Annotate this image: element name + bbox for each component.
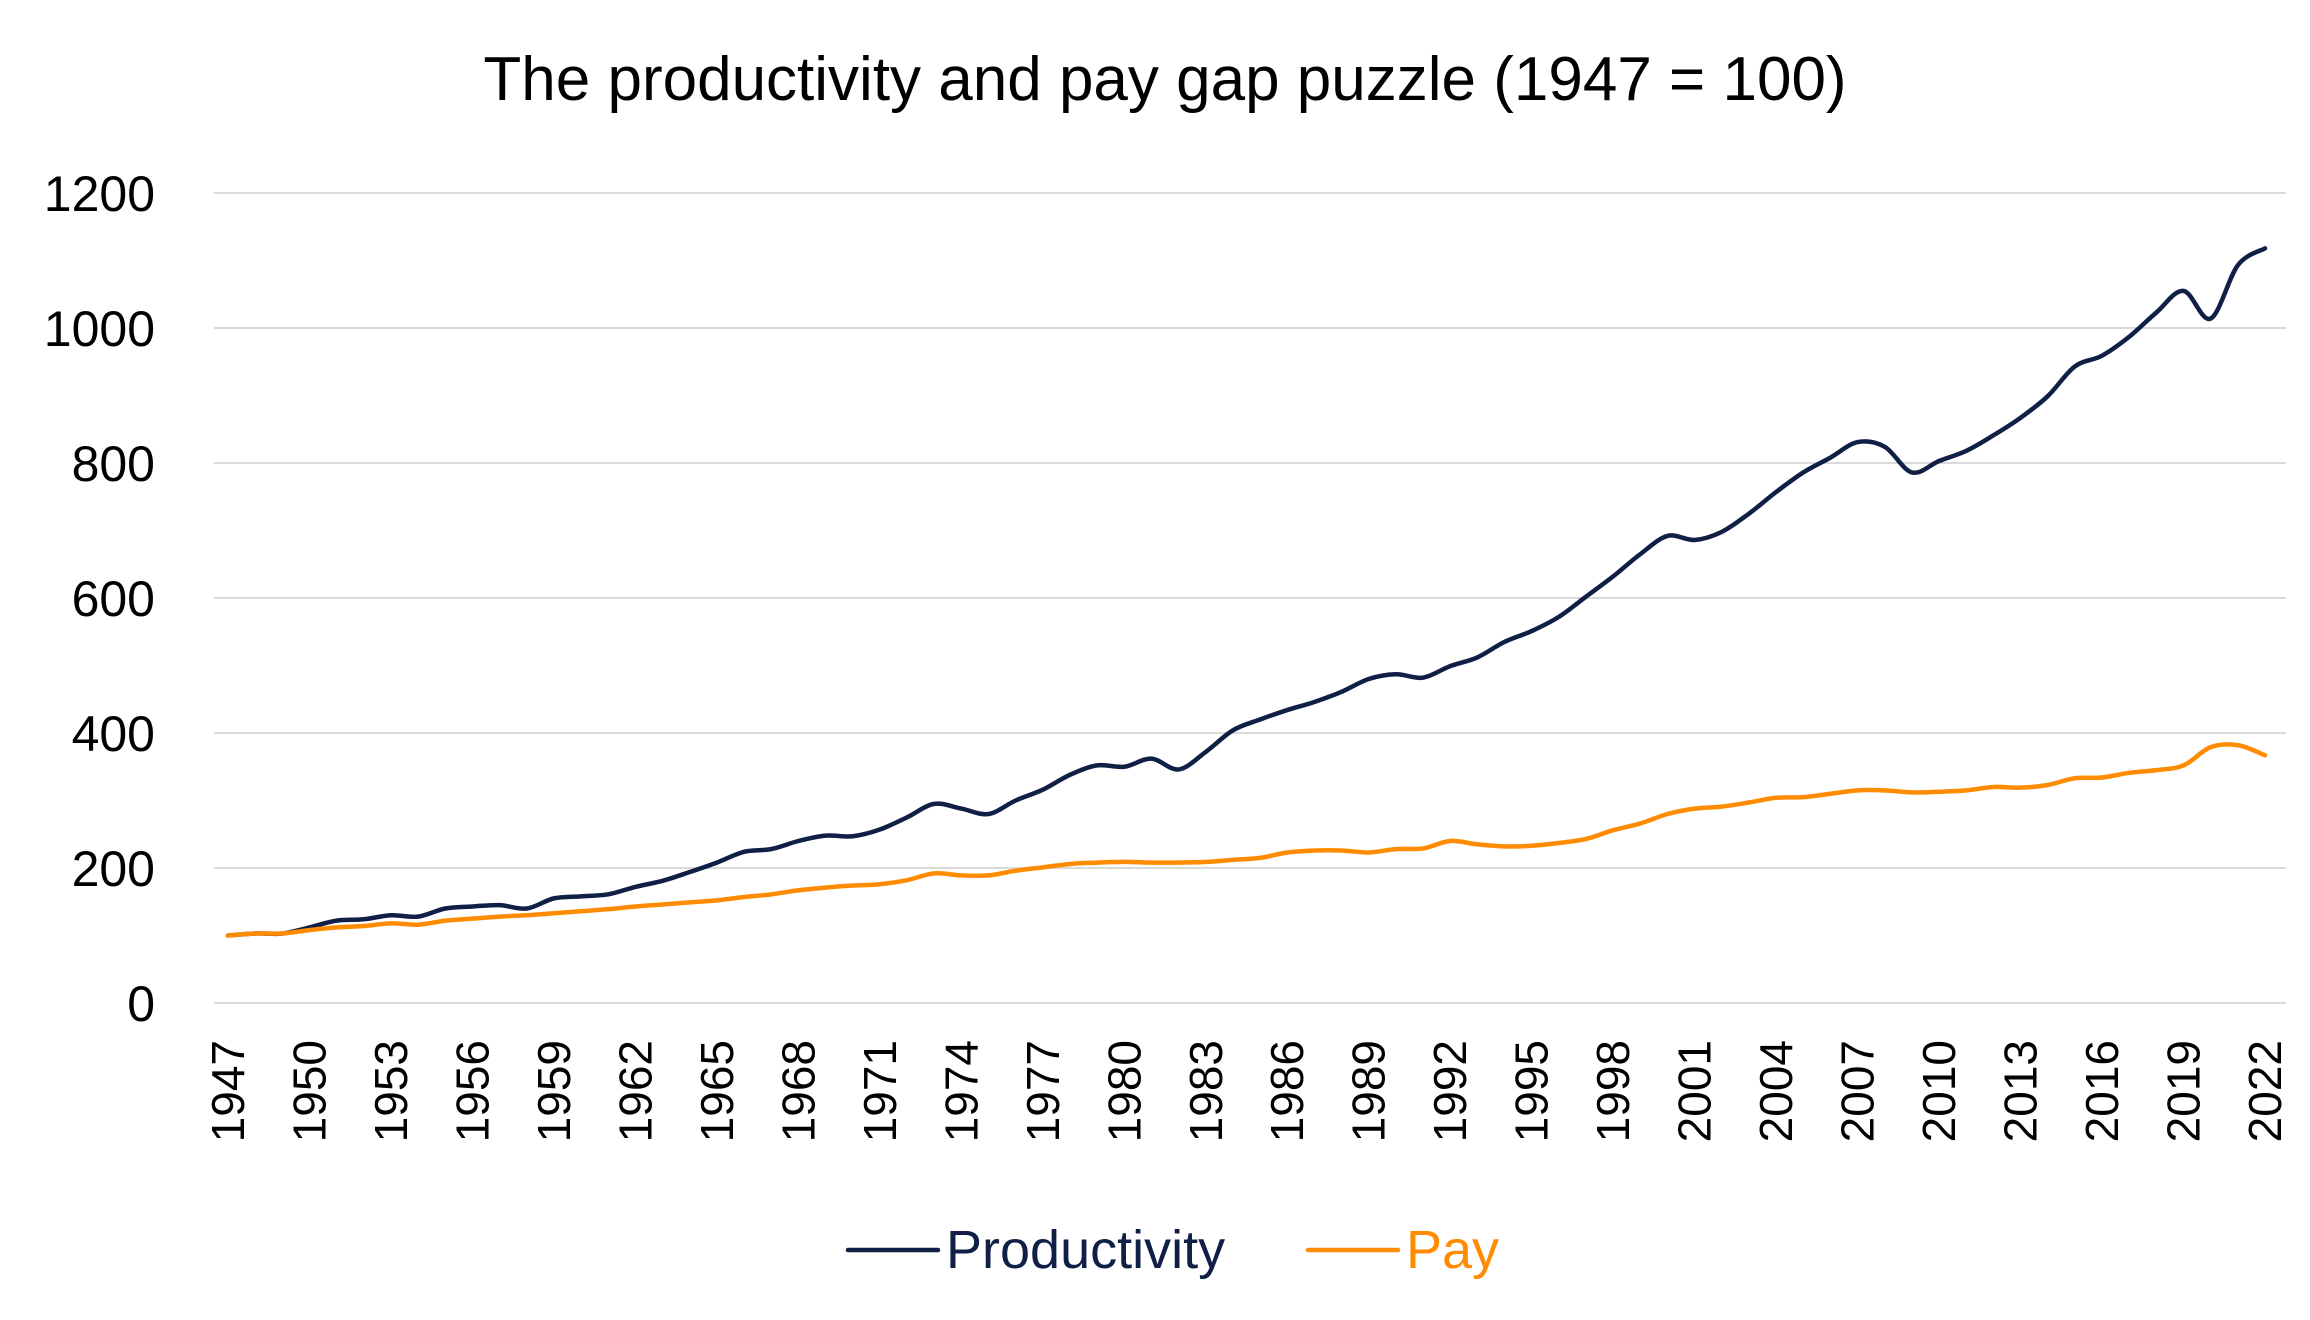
series-lines — [225, 246, 2268, 938]
y-axis-tick-labels: 0 200 400 600 800 1000 1200 — [44, 166, 155, 1032]
legend-label-productivity: Productivity — [946, 1220, 1225, 1280]
legend: Productivity Pay — [845, 1220, 1499, 1280]
x-tick-label: 1953 — [365, 1040, 417, 1142]
y-tick-label: 1000 — [44, 301, 155, 357]
x-tick-label: 1947 — [202, 1040, 254, 1142]
gridlines — [214, 192, 2286, 1004]
x-tick-label: 1995 — [1506, 1040, 1558, 1142]
x-axis-tick-labels: 1947 1950 1953 1956 1959 1962 1965 1968 1971 1974… — [202, 1040, 2291, 1142]
x-tick-label: 1986 — [1261, 1040, 1313, 1142]
x-tick-label: 1989 — [1343, 1040, 1395, 1142]
series-line-pay — [225, 742, 2268, 938]
x-tick-label: 1977 — [1017, 1040, 1069, 1142]
x-tick-label: 2007 — [1832, 1040, 1884, 1142]
x-tick-label: 1992 — [1424, 1040, 1476, 1142]
x-tick-label: 1962 — [609, 1040, 661, 1142]
x-tick-label: 1971 — [854, 1040, 906, 1142]
x-tick-label: 1974 — [935, 1040, 987, 1142]
x-tick-label: 1956 — [446, 1040, 498, 1142]
y-tick-label: 800 — [72, 436, 155, 492]
x-tick-label: 1959 — [528, 1040, 580, 1142]
y-tick-label: 400 — [72, 706, 155, 762]
y-tick-label: 200 — [72, 841, 155, 897]
x-tick-label: 2013 — [1995, 1040, 2047, 1142]
legend-label-pay: Pay — [1406, 1220, 1499, 1280]
x-tick-label: 1983 — [1180, 1040, 1232, 1142]
x-tick-label: 2016 — [2076, 1040, 2128, 1142]
y-tick-label: 1200 — [44, 166, 155, 222]
x-tick-label: 2019 — [2158, 1040, 2210, 1142]
x-tick-label: 1968 — [772, 1040, 824, 1142]
x-tick-label: 2004 — [1750, 1040, 1802, 1142]
x-tick-label: 1998 — [1587, 1040, 1639, 1142]
series-line-productivity — [225, 246, 2268, 938]
x-tick-label: 1950 — [283, 1040, 335, 1142]
chart-title: The productivity and pay gap puzzle (194… — [483, 45, 1846, 114]
x-tick-label: 2001 — [1669, 1040, 1721, 1142]
x-tick-label: 2010 — [1913, 1040, 1965, 1142]
y-tick-label: 600 — [72, 571, 155, 627]
x-tick-label: 1980 — [1098, 1040, 1150, 1142]
x-tick-label: 1965 — [691, 1040, 743, 1142]
y-tick-label: 0 — [127, 976, 155, 1032]
x-tick-label: 2022 — [2239, 1040, 2291, 1142]
